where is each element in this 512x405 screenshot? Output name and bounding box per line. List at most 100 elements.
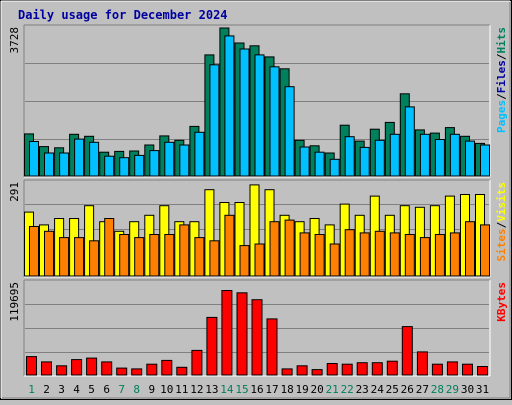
bar-kbytes-day-15 <box>236 292 248 376</box>
bar-files-day-23 <box>359 146 370 177</box>
bar-kbytes-day-8 <box>131 368 143 376</box>
axis-legend-hits_files: Pages/Files/Hits <box>495 27 508 133</box>
bar-sites-day-6 <box>104 218 115 277</box>
bar-sites-day-5 <box>89 240 100 277</box>
bar-sites-day-25 <box>389 232 400 277</box>
axis-legend-item: / <box>495 93 508 100</box>
bar-kbytes-day-5 <box>86 357 98 376</box>
bar-kbytes-day-18 <box>281 368 293 376</box>
bar-sites-day-3 <box>59 237 70 277</box>
bar-kbytes-day-4 <box>71 359 83 376</box>
x-tick-label-20: 20 <box>310 383 323 396</box>
y-max-label: 3728 <box>8 27 21 54</box>
bar-files-day-14 <box>224 35 235 177</box>
x-tick-label-28: 28 <box>431 383 444 396</box>
bar-kbytes-day-10 <box>161 359 173 376</box>
bar-sites-day-29 <box>449 232 460 277</box>
bar-sites-day-19 <box>299 232 310 277</box>
x-tick-label-4: 4 <box>73 383 80 396</box>
bar-kbytes-day-26 <box>401 326 413 376</box>
bar-kbytes-day-6 <box>101 361 113 376</box>
bar-files-day-3 <box>59 152 70 177</box>
bar-kbytes-day-19 <box>296 365 308 376</box>
x-tick-label-1: 1 <box>28 383 35 396</box>
bar-kbytes-day-3 <box>56 365 68 376</box>
bar-files-day-24 <box>374 139 385 177</box>
axis-legend-item: Hits <box>495 27 508 54</box>
x-tick-label-26: 26 <box>401 383 414 396</box>
bar-files-day-5 <box>89 141 100 177</box>
bar-sites-day-4 <box>74 237 85 277</box>
bar-sites-day-17 <box>269 221 280 277</box>
bar-files-day-30 <box>465 140 475 177</box>
x-tick-label-11: 11 <box>175 383 188 396</box>
bar-sites-day-30 <box>465 221 475 277</box>
bar-files-day-20 <box>314 151 325 177</box>
bar-files-day-2 <box>44 152 54 177</box>
bar-sites-day-31 <box>480 224 490 277</box>
bar-sites-day-28 <box>434 234 445 277</box>
chart-title: Daily usage for December 2024 <box>18 8 228 22</box>
bar-kbytes-day-16 <box>251 299 263 376</box>
bar-files-day-15 <box>239 48 250 177</box>
axis-legend-item: Files <box>495 60 508 93</box>
bar-files-day-4 <box>74 138 85 177</box>
bar-kbytes-day-20 <box>311 369 323 376</box>
bar-sites-day-27 <box>419 237 430 277</box>
bar-kbytes-day-9 <box>146 363 158 376</box>
bar-sites-day-23 <box>359 232 370 277</box>
bar-sites-day-11 <box>179 224 190 277</box>
y-max-label: 119695 <box>8 282 21 322</box>
axis-legend-visits_sites: Sites/Visits <box>495 182 508 262</box>
x-tick-label-22: 22 <box>341 383 354 396</box>
panels-layer: 3728Pages/Files/Hits291Sites/Visits11969… <box>8 24 508 377</box>
axis-legend-item: KBytes <box>495 282 508 322</box>
x-tick-label-5: 5 <box>88 383 95 396</box>
bar-sites-day-2 <box>44 230 54 277</box>
bar-sites-day-8 <box>134 237 145 277</box>
x-tick-label-30: 30 <box>461 383 474 396</box>
bar-sites-day-12 <box>194 237 205 277</box>
axis-legend-item: Visits <box>495 182 508 222</box>
bar-kbytes-day-28 <box>431 363 443 376</box>
axis-legend-item: Pages <box>495 100 508 133</box>
x-tick-labels: 1 2 3 4 5 6 7 8 9 10 11 12 13 14 15 16 17 18 19 20 21 22 23 24 2… <box>28 383 489 396</box>
bar-kbytes-day-24 <box>371 362 383 376</box>
bar-files-day-16 <box>254 54 265 177</box>
bar-sites-day-1 <box>29 226 39 277</box>
bar-sites-day-24 <box>374 230 385 277</box>
bar-kbytes-day-13 <box>206 316 218 376</box>
panel-kbytes: 119695 KBytes <box>8 279 508 377</box>
bar-kbytes-day-11 <box>176 366 188 376</box>
x-tick-label-24: 24 <box>371 383 385 396</box>
y-max-label: 291 <box>8 182 21 202</box>
bar-files-day-8 <box>134 154 145 177</box>
bar-files-day-22 <box>344 136 355 177</box>
bar-sites-day-26 <box>404 234 415 277</box>
bar-sites-day-22 <box>344 229 355 277</box>
bar-files-day-19 <box>299 146 310 177</box>
bar-files-day-12 <box>194 131 205 177</box>
bar-kbytes-day-21 <box>326 363 338 376</box>
x-tick-label-8: 8 <box>133 383 140 396</box>
x-tick-label-17: 17 <box>265 383 278 396</box>
bar-sites-day-10 <box>164 234 175 277</box>
bar-files-day-11 <box>179 144 190 177</box>
bar-kbytes-day-14 <box>221 290 233 376</box>
bar-kbytes-day-22 <box>341 363 353 376</box>
axis-legend-item: / <box>495 221 508 228</box>
axis-legend-item: / <box>495 53 508 60</box>
x-tick-label-15: 15 <box>235 383 248 396</box>
bar-kbytes-day-1 <box>26 356 37 376</box>
bar-files-day-18 <box>284 86 295 177</box>
x-tick-label-29: 29 <box>446 383 459 396</box>
bar-kbytes-day-17 <box>266 318 278 376</box>
x-tick-label-13: 13 <box>205 383 218 396</box>
bar-files-day-31 <box>480 144 490 177</box>
bar-sites-day-15 <box>239 245 250 277</box>
bar-kbytes-day-7 <box>116 367 128 376</box>
bar-sites-day-18 <box>284 219 295 277</box>
